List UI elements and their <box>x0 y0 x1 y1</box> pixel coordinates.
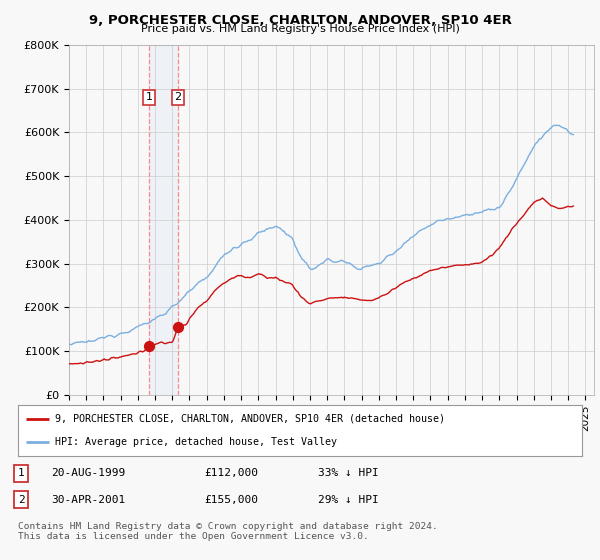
Point <box>144 342 154 351</box>
Text: 30-APR-2001: 30-APR-2001 <box>51 494 125 505</box>
Text: £155,000: £155,000 <box>204 494 258 505</box>
Text: Price paid vs. HM Land Registry's House Price Index (HPI): Price paid vs. HM Land Registry's House … <box>140 24 460 34</box>
Text: £112,000: £112,000 <box>204 468 258 478</box>
Text: 1: 1 <box>145 92 152 102</box>
Text: 33% ↓ HPI: 33% ↓ HPI <box>318 468 379 478</box>
Text: 29% ↓ HPI: 29% ↓ HPI <box>318 494 379 505</box>
Text: 9, PORCHESTER CLOSE, CHARLTON, ANDOVER, SP10 4ER: 9, PORCHESTER CLOSE, CHARLTON, ANDOVER, … <box>89 14 511 27</box>
Text: Contains HM Land Registry data © Crown copyright and database right 2024.
This d: Contains HM Land Registry data © Crown c… <box>18 522 438 542</box>
Text: HPI: Average price, detached house, Test Valley: HPI: Average price, detached house, Test… <box>55 437 337 447</box>
Text: 2: 2 <box>175 92 182 102</box>
Point <box>173 323 183 332</box>
Text: 20-AUG-1999: 20-AUG-1999 <box>51 468 125 478</box>
Text: 2: 2 <box>17 494 25 505</box>
Bar <box>149 45 178 395</box>
Text: 1: 1 <box>17 468 25 478</box>
Text: 9, PORCHESTER CLOSE, CHARLTON, ANDOVER, SP10 4ER (detached house): 9, PORCHESTER CLOSE, CHARLTON, ANDOVER, … <box>55 414 445 424</box>
